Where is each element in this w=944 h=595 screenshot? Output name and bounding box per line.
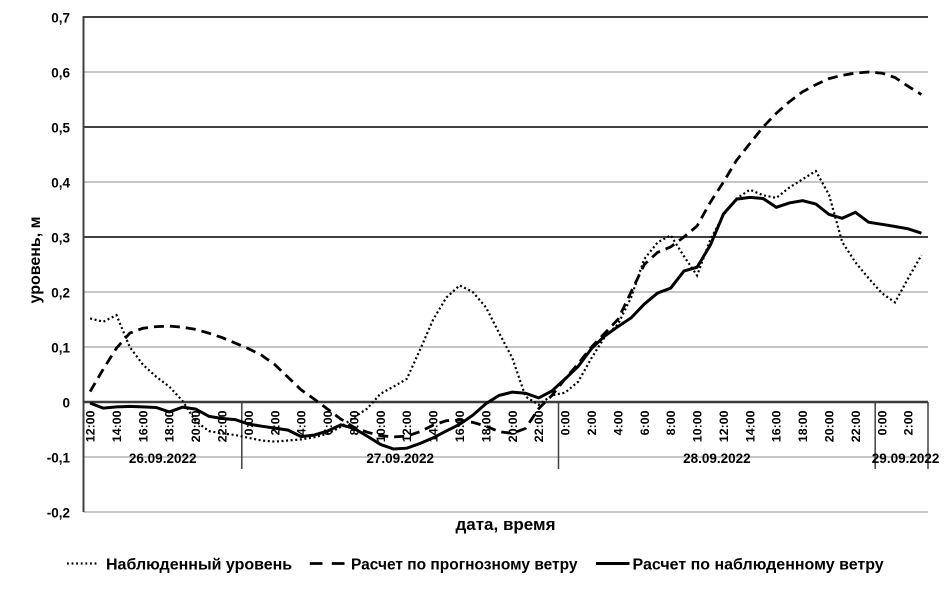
svg-text:12:00: 12:00 (84, 410, 98, 442)
svg-text:27.09.2022: 27.09.2022 (366, 451, 434, 466)
svg-text:0:00: 0:00 (559, 410, 573, 435)
svg-text:18:00: 18:00 (796, 410, 810, 442)
svg-text:22:00: 22:00 (216, 410, 230, 442)
svg-text:20:00: 20:00 (506, 410, 520, 442)
svg-text:18:00: 18:00 (163, 410, 177, 442)
svg-text:0: 0 (62, 395, 70, 410)
svg-text:Наблюденный уровень: Наблюденный уровень (106, 557, 292, 574)
svg-text:12:00: 12:00 (717, 410, 731, 442)
svg-text:-0,1: -0,1 (47, 450, 71, 465)
svg-text:22:00: 22:00 (532, 410, 546, 442)
svg-text:0,6: 0,6 (51, 65, 70, 80)
svg-text:8:00: 8:00 (348, 410, 362, 435)
svg-text:16:00: 16:00 (770, 410, 784, 442)
svg-text:14:00: 14:00 (743, 410, 757, 442)
svg-text:18:00: 18:00 (479, 410, 493, 442)
svg-text:20:00: 20:00 (189, 410, 203, 442)
svg-text:22:00: 22:00 (849, 410, 863, 442)
svg-text:0:00: 0:00 (875, 410, 889, 435)
svg-text:Расчет по прогнозному ветру: Расчет по прогнозному ветру (351, 557, 578, 574)
svg-text:8:00: 8:00 (664, 410, 678, 435)
svg-text:0,4: 0,4 (51, 175, 70, 190)
svg-text:4:00: 4:00 (295, 410, 309, 435)
svg-text:6:00: 6:00 (321, 410, 335, 435)
svg-text:0,2: 0,2 (51, 285, 70, 300)
svg-text:2:00: 2:00 (585, 410, 599, 435)
svg-text:уровень, м: уровень, м (27, 217, 44, 304)
svg-text:26.09.2022: 26.09.2022 (129, 451, 197, 466)
svg-text:20:00: 20:00 (823, 410, 837, 442)
svg-text:16:00: 16:00 (136, 410, 150, 442)
svg-text:2:00: 2:00 (902, 410, 916, 435)
svg-text:0,1: 0,1 (51, 340, 70, 355)
svg-text:Расчет по наблюденному ветру: Расчет по наблюденному ветру (633, 557, 884, 574)
svg-text:10:00: 10:00 (374, 410, 388, 442)
svg-text:6:00: 6:00 (638, 410, 652, 435)
svg-text:16:00: 16:00 (453, 410, 467, 442)
svg-text:12:00: 12:00 (400, 410, 414, 442)
svg-text:28.09.2022: 28.09.2022 (683, 451, 751, 466)
svg-text:4:00: 4:00 (611, 410, 625, 435)
svg-text:10:00: 10:00 (691, 410, 705, 442)
svg-text:29.09.2022: 29.09.2022 (872, 451, 940, 466)
svg-text:2:00: 2:00 (268, 410, 282, 435)
svg-text:0,3: 0,3 (51, 230, 70, 245)
svg-text:0,7: 0,7 (51, 10, 70, 25)
svg-text:0:00: 0:00 (242, 410, 256, 435)
svg-text:0,5: 0,5 (51, 120, 70, 135)
svg-text:дата, время: дата, время (455, 515, 555, 534)
svg-text:-0,2: -0,2 (47, 505, 70, 520)
svg-text:14:00: 14:00 (427, 410, 441, 442)
svg-text:14:00: 14:00 (110, 410, 124, 442)
